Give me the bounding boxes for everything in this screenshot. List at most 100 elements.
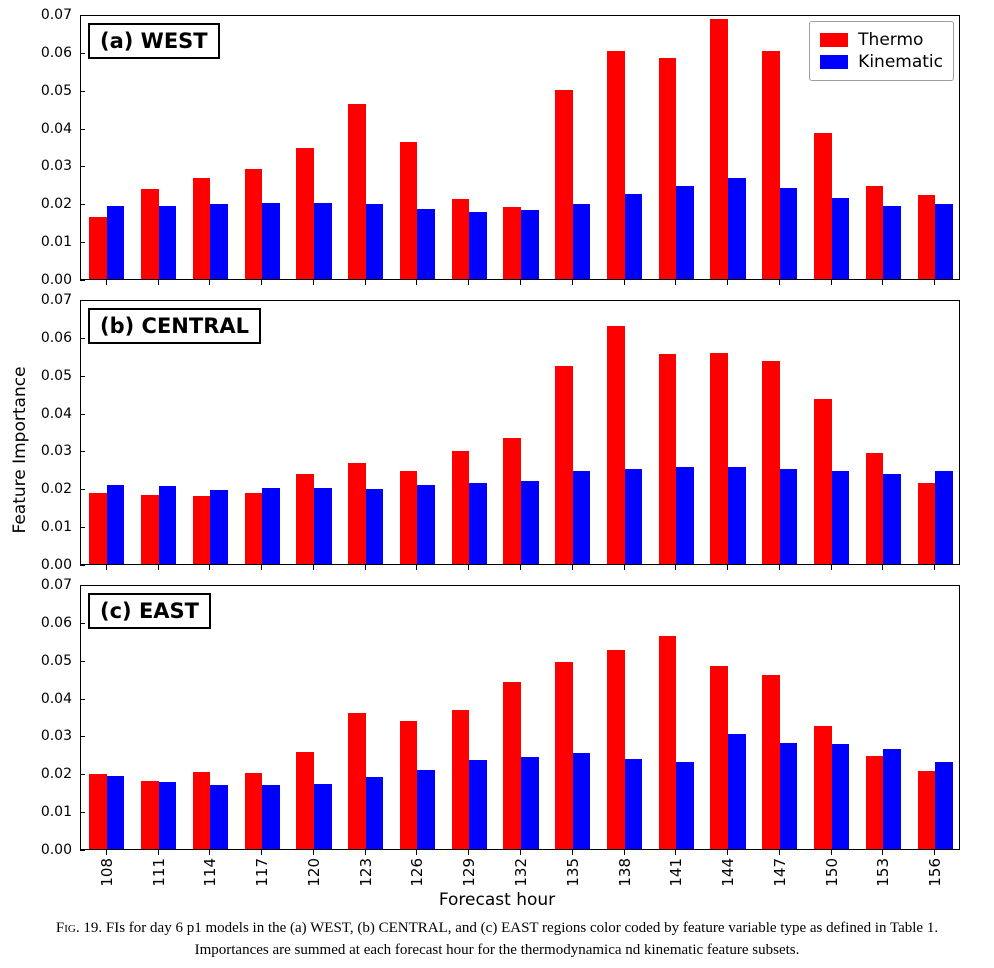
bar-kinematic bbox=[314, 488, 332, 564]
xtick-mark bbox=[106, 565, 107, 570]
xtick-mark bbox=[882, 280, 883, 285]
xtick-label: 123 bbox=[356, 858, 374, 887]
xtick-mark bbox=[313, 850, 314, 855]
xtick-mark bbox=[882, 850, 883, 855]
bar-thermo bbox=[141, 495, 159, 564]
xtick-label: 141 bbox=[667, 858, 685, 887]
bar-thermo bbox=[866, 186, 884, 280]
xtick-label: 135 bbox=[564, 858, 582, 887]
bar-thermo bbox=[503, 438, 521, 564]
xtick-mark bbox=[261, 565, 262, 570]
xtick-mark bbox=[261, 850, 262, 855]
ytick-label: 0.01 bbox=[12, 804, 80, 820]
xtick-mark bbox=[106, 850, 107, 855]
bar-thermo bbox=[296, 148, 314, 279]
xtick-mark bbox=[158, 280, 159, 285]
bar-kinematic bbox=[676, 186, 694, 279]
legend: ThermoKinematic bbox=[809, 21, 954, 81]
xtick-mark bbox=[934, 565, 935, 570]
bar-thermo bbox=[607, 326, 625, 564]
bar-kinematic bbox=[728, 467, 746, 564]
ytick-label: 0.01 bbox=[12, 519, 80, 535]
xtick-label: 153 bbox=[874, 858, 892, 887]
legend-label: Kinematic bbox=[858, 52, 943, 72]
ytick-label: 0.02 bbox=[12, 481, 80, 497]
bar-thermo bbox=[866, 756, 884, 849]
ytick-label: 0.00 bbox=[12, 272, 80, 288]
ytick-label: 0.06 bbox=[12, 45, 80, 61]
bar-kinematic bbox=[159, 486, 177, 564]
xtick-mark bbox=[675, 850, 676, 855]
ytick-mark bbox=[80, 623, 85, 624]
bar-kinematic bbox=[832, 471, 850, 564]
xtick-mark bbox=[572, 565, 573, 570]
bar-thermo bbox=[607, 51, 625, 279]
legend-label: Thermo bbox=[858, 30, 923, 50]
ytick-label: 0.06 bbox=[12, 330, 80, 346]
xtick-mark bbox=[106, 280, 107, 285]
bar-kinematic bbox=[883, 474, 901, 564]
xtick-mark bbox=[209, 850, 210, 855]
bar-kinematic bbox=[314, 203, 332, 279]
ytick-label: 0.03 bbox=[12, 158, 80, 174]
xtick-mark bbox=[727, 850, 728, 855]
caption-fig-number: Fig. 19. bbox=[56, 920, 102, 936]
bar-kinematic bbox=[728, 734, 746, 849]
bar-kinematic bbox=[780, 188, 798, 279]
bar-thermo bbox=[762, 361, 780, 564]
bar-thermo bbox=[141, 189, 159, 279]
xtick-mark bbox=[158, 565, 159, 570]
xtick-mark bbox=[416, 850, 417, 855]
bar-kinematic bbox=[521, 210, 539, 279]
xtick-mark bbox=[365, 565, 366, 570]
ytick-label: 0.04 bbox=[12, 406, 80, 422]
bar-thermo bbox=[452, 199, 470, 279]
ytick-mark bbox=[80, 53, 85, 54]
bar-kinematic bbox=[262, 785, 280, 849]
caption-line-2: Importances are summed at each forecast … bbox=[195, 942, 800, 958]
ytick-mark bbox=[80, 204, 85, 205]
ytick-mark bbox=[80, 338, 85, 339]
bar-kinematic bbox=[469, 483, 487, 564]
xtick-mark bbox=[572, 280, 573, 285]
panel-label: (b) CENTRAL bbox=[88, 308, 261, 344]
xtick-mark bbox=[624, 850, 625, 855]
x-axis-label: Forecast hour bbox=[439, 890, 555, 910]
ytick-mark bbox=[80, 280, 85, 281]
xtick-mark bbox=[209, 565, 210, 570]
bar-kinematic bbox=[366, 204, 384, 279]
bar-thermo bbox=[814, 133, 832, 280]
xtick-mark bbox=[934, 280, 935, 285]
xtick-mark bbox=[313, 280, 314, 285]
xtick-mark bbox=[882, 565, 883, 570]
bar-thermo bbox=[710, 666, 728, 849]
xtick-label: 111 bbox=[149, 858, 167, 887]
bar-kinematic bbox=[935, 204, 953, 279]
bar-thermo bbox=[659, 58, 677, 279]
bar-kinematic bbox=[883, 206, 901, 279]
ytick-mark bbox=[80, 129, 85, 130]
xtick-mark bbox=[365, 280, 366, 285]
xtick-mark bbox=[209, 280, 210, 285]
bar-thermo bbox=[400, 721, 418, 849]
xtick-mark bbox=[520, 565, 521, 570]
bar-thermo bbox=[762, 51, 780, 279]
xtick-mark bbox=[624, 280, 625, 285]
xtick-mark bbox=[831, 565, 832, 570]
xtick-mark bbox=[520, 850, 521, 855]
ytick-mark bbox=[80, 774, 85, 775]
xtick-mark bbox=[572, 850, 573, 855]
bar-thermo bbox=[503, 682, 521, 849]
bar-kinematic bbox=[469, 760, 487, 849]
panel-central: 0.000.010.020.030.040.050.060.07(b) CENT… bbox=[80, 300, 960, 565]
xtick-mark bbox=[831, 850, 832, 855]
bar-thermo bbox=[89, 493, 107, 564]
bar-thermo bbox=[89, 774, 107, 849]
xtick-mark bbox=[365, 850, 366, 855]
bar-thermo bbox=[245, 773, 263, 849]
xtick-mark bbox=[468, 850, 469, 855]
bar-thermo bbox=[400, 142, 418, 279]
bar-kinematic bbox=[780, 743, 798, 849]
xtick-mark bbox=[416, 565, 417, 570]
ytick-label: 0.07 bbox=[12, 7, 80, 23]
